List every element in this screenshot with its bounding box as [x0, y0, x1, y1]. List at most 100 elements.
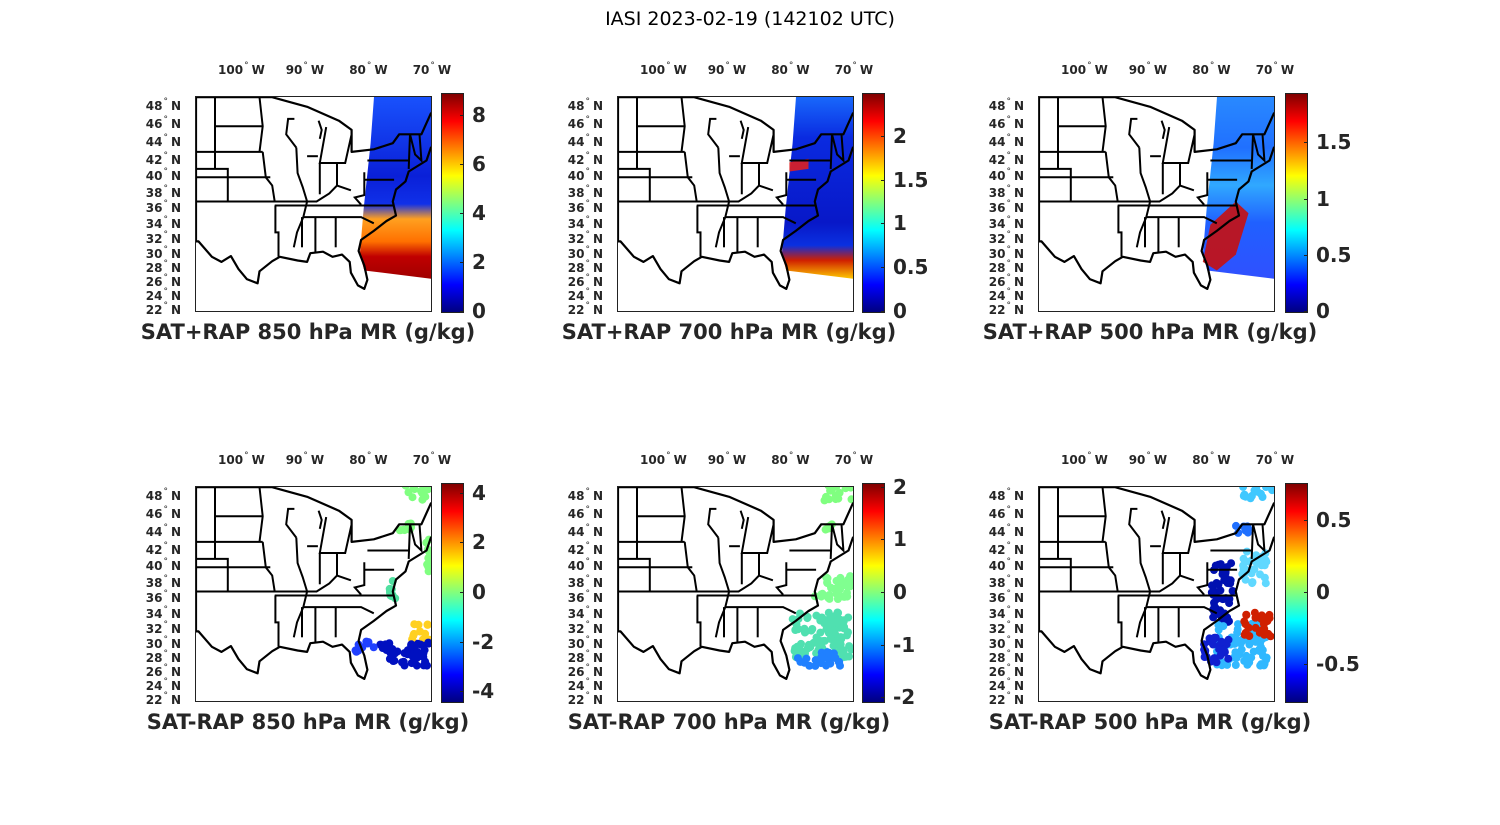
lat-hemisphere: N: [1013, 185, 1024, 200]
lat-hemisphere: N: [592, 152, 603, 167]
colorbar-tick-mark: [460, 115, 464, 117]
degree-symbol: °: [1006, 486, 1011, 497]
lat-value: 34: [988, 606, 1006, 621]
lat-hemisphere: N: [170, 98, 181, 113]
lon-tick-label: 70° W: [413, 451, 451, 467]
lat-hemisphere: N: [1013, 591, 1024, 606]
colorbar-tick-mark: [1304, 663, 1308, 665]
colorbar-tick-mark: [460, 164, 464, 166]
state-border: [696, 205, 702, 257]
us-coastline: [196, 487, 431, 680]
lat-value: 44: [988, 525, 1006, 540]
obs-point: [833, 617, 842, 626]
lat-value: 38: [567, 185, 585, 200]
lon-tick-label: 80° W: [771, 451, 809, 467]
degree-symbol: °: [1006, 167, 1011, 178]
obs-point: [379, 643, 388, 652]
colorbar-tick-label: 1: [893, 211, 907, 236]
lat-tick-label: 42° N: [976, 541, 1024, 558]
lat-value: 30: [145, 636, 163, 651]
state-border: [196, 557, 229, 592]
state-border: [1250, 134, 1266, 169]
lat-tick-label: 24° N: [555, 287, 603, 304]
lat-tick-label: 48° N: [976, 97, 1024, 114]
degree-symbol: °: [163, 557, 168, 568]
colorbar-tick-label: 0.5: [893, 255, 929, 280]
degree-symbol: °: [585, 287, 590, 298]
colorbar-tick-label: 0.5: [1316, 508, 1352, 533]
lat-hemisphere: N: [170, 651, 181, 666]
lat-value: 32: [145, 231, 163, 246]
map-svg: [1039, 487, 1274, 680]
lat-tick-label: 22° N: [133, 301, 181, 318]
state-border: [740, 516, 775, 554]
lat-tick-label: 48° N: [133, 487, 181, 504]
state-border: [1250, 524, 1266, 559]
degree-symbol: °: [585, 677, 590, 688]
lat-hemisphere: N: [1013, 559, 1024, 574]
lat-value: 48: [567, 488, 585, 503]
lat-tick-label: 34° N: [133, 215, 181, 232]
state-border: [774, 172, 788, 206]
obs-point: [1260, 561, 1269, 570]
lon-tick-label: 90° W: [286, 451, 324, 467]
degree-symbol: °: [163, 199, 168, 210]
lat-hemisphere: N: [170, 289, 181, 304]
state-border: [1150, 574, 1195, 593]
obs-point: [794, 625, 802, 633]
degree-symbol: °: [1146, 451, 1151, 461]
obs-point: [835, 657, 844, 666]
lon-value: 90: [285, 63, 303, 77]
lat-value: 42: [988, 152, 1006, 167]
lon-value: 90: [707, 453, 725, 467]
degree-symbol: °: [725, 451, 730, 461]
lat-hemisphere: N: [170, 152, 181, 167]
degree-symbol: °: [585, 573, 590, 584]
state-border: [407, 134, 423, 169]
degree-symbol: °: [163, 96, 168, 107]
degree-symbol: °: [585, 505, 590, 516]
degree-symbol: °: [1006, 183, 1011, 194]
degree-symbol: °: [1209, 61, 1215, 71]
lat-tick-label: 30° N: [555, 635, 603, 652]
lat-tick-label: 38° N: [976, 183, 1024, 201]
obs-point: [836, 633, 845, 642]
lon-value: 70: [834, 63, 852, 77]
state-border: [696, 595, 702, 647]
lat-hemisphere: N: [592, 621, 603, 636]
degree-symbol: °: [163, 150, 168, 161]
degree-symbol: °: [585, 619, 590, 630]
lat-hemisphere: N: [592, 575, 603, 590]
obs-point: [847, 495, 853, 504]
lat-tick-label: 26° N: [555, 273, 603, 290]
lat-hemisphere: N: [592, 303, 603, 317]
obs-point: [1248, 578, 1257, 587]
state-border: [729, 574, 774, 593]
obs-point: [838, 592, 847, 601]
degree-symbol: °: [366, 61, 372, 71]
lat-tick-label: 30° N: [133, 635, 181, 652]
obs-point: [369, 643, 378, 652]
colorbar: [862, 483, 885, 703]
colorbar-tick-mark: [1304, 254, 1308, 256]
lon-tick-label: 80° W: [1192, 451, 1230, 467]
state-border: [258, 97, 264, 153]
lon-tick-label: 70° W: [1256, 61, 1294, 77]
lon-hemisphere: W: [374, 453, 388, 467]
degree-symbol: °: [1006, 199, 1011, 210]
state-border: [1146, 606, 1218, 615]
colorbar-tick-label: -4: [472, 679, 495, 704]
lat-tick-label: 36° N: [133, 589, 181, 606]
obs-point: [1260, 630, 1269, 639]
state-border: [680, 487, 686, 543]
lat-tick-label: 40° N: [555, 557, 603, 574]
degree-symbol: °: [1006, 604, 1011, 615]
lon-value: 100: [640, 63, 666, 77]
lat-value: 28: [567, 261, 585, 276]
degree-symbol: °: [1006, 244, 1011, 255]
lat-value: 22: [988, 303, 1006, 317]
lat-hemisphere: N: [170, 135, 181, 150]
colorbar-tick-mark: [881, 486, 885, 488]
lat-hemisphere: N: [170, 275, 181, 290]
colorbar-tick-mark: [460, 542, 464, 544]
